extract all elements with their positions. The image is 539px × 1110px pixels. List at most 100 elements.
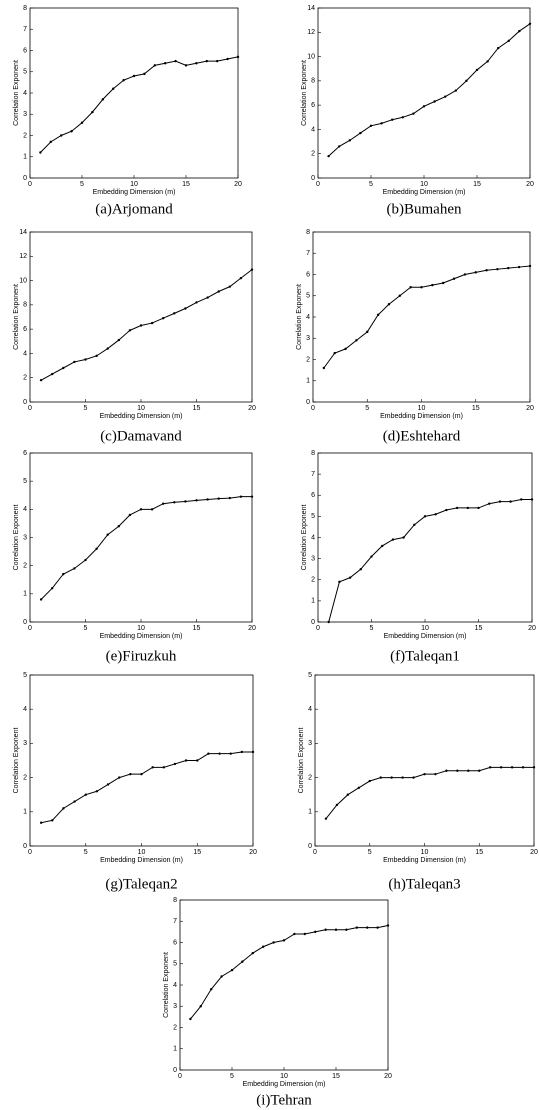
data-line	[325, 766, 534, 819]
data-point	[532, 766, 536, 769]
x-axis-label: Embedding Dimension (m)	[100, 633, 183, 640]
data-point	[49, 140, 52, 144]
y-tick-label: 1	[23, 591, 27, 598]
data-point	[348, 576, 352, 579]
x-tick-label: 0	[28, 405, 32, 412]
data-point	[489, 766, 492, 769]
data-point	[434, 513, 437, 516]
data-point	[128, 513, 132, 517]
y-tick-label: 2	[311, 151, 315, 158]
data-point	[401, 116, 404, 119]
data-point	[39, 151, 42, 154]
data-point	[250, 268, 254, 271]
data-point	[51, 372, 54, 376]
y-tick-label: 1	[311, 598, 315, 605]
data-point	[338, 145, 341, 148]
x-tick-label: 10	[420, 181, 428, 188]
caption: (c)Damavand	[100, 428, 182, 444]
data-point	[236, 55, 240, 59]
y-tick-label: 4	[311, 126, 315, 133]
x-tick-label: 0	[28, 849, 32, 856]
data-point	[369, 124, 373, 127]
data-point	[477, 506, 480, 510]
data-point	[355, 339, 358, 342]
data-point	[250, 495, 254, 498]
data-point	[139, 324, 143, 327]
plot-frame	[312, 231, 531, 403]
y-tick-label: 2	[23, 774, 27, 781]
data-point	[412, 112, 415, 115]
data-point	[39, 378, 43, 382]
x-axis-label: Embedding Dimension (m)	[100, 413, 183, 420]
x-tick-label: 5	[365, 405, 369, 412]
y-tick-label: 4	[23, 706, 27, 713]
data-point	[324, 928, 327, 931]
data-point	[530, 498, 534, 501]
data-point	[355, 926, 358, 929]
y-tick-label: 6	[311, 102, 315, 109]
data-point	[101, 98, 105, 101]
data-point	[334, 928, 338, 931]
y-tick-label: 4	[308, 706, 312, 713]
x-tick-label: 15	[472, 405, 480, 412]
y-tick-label: 3	[173, 1003, 177, 1010]
y-axis-label: Correlation Exponent	[296, 284, 303, 350]
data-point	[199, 1005, 202, 1008]
chart: 0 5 10 15 20 0 1 2 3 4 5 6 7 8 Embedding Dimension (m)…	[163, 897, 392, 1109]
data-point	[95, 547, 98, 550]
y-tick-label: 4	[306, 314, 310, 321]
data-point	[62, 572, 65, 576]
data-point	[521, 766, 525, 769]
x-tick-label: 20	[526, 181, 534, 188]
y-axis-label: Correlation Exponent	[13, 284, 20, 350]
data-line	[40, 496, 252, 600]
chart: 0 5 10 15 20 0 1 2 3 4 5 6 7 8 Embedding Dimension (m)…	[13, 5, 242, 218]
y-tick-label: 3	[311, 555, 315, 562]
y-tick-label: 3	[23, 111, 27, 118]
y-axis-label: Correlation Exponent	[298, 728, 305, 794]
y-tick-label: 5	[308, 672, 312, 679]
y-tick-label: 0	[23, 175, 27, 182]
data-point	[454, 89, 457, 92]
y-tick-label: 4	[23, 506, 27, 513]
data-point	[338, 580, 341, 584]
data-point	[496, 267, 499, 271]
data-point	[70, 130, 73, 133]
data-point	[128, 329, 132, 332]
data-point	[507, 39, 510, 42]
data-point	[112, 87, 115, 90]
data-point	[498, 500, 502, 503]
data-point	[262, 945, 265, 948]
y-tick-label: 12	[307, 29, 315, 36]
data-point	[51, 819, 54, 822]
data-point	[174, 59, 177, 63]
y-tick-label: 10	[307, 53, 315, 60]
data-point	[150, 321, 154, 325]
data-point	[465, 79, 468, 83]
data-point	[444, 95, 447, 98]
caption: (b)Bumahen	[387, 201, 462, 217]
x-tick-label: 10	[421, 625, 429, 632]
data-point	[398, 294, 401, 297]
data-point	[184, 500, 187, 503]
x-tick-label: 10	[138, 849, 146, 856]
chart: 0 5 10 15 20 0 1 2 3 4 5 Embedding Dimension (m) Cor…	[13, 672, 257, 893]
y-axis-label: Correlation Exponent	[13, 728, 20, 794]
data-point	[510, 766, 514, 769]
data-point	[230, 968, 234, 972]
data-point	[73, 800, 76, 803]
data-point	[456, 769, 459, 772]
data-point	[184, 64, 188, 67]
x-tick-label: 20	[248, 405, 256, 412]
data-point	[442, 281, 445, 285]
y-tick-label: 4	[23, 350, 27, 357]
x-tick-label: 20	[528, 625, 536, 632]
data-point	[226, 57, 229, 61]
y-tick-label: 0	[311, 175, 315, 182]
x-tick-label: 20	[530, 849, 538, 856]
x-tick-label: 10	[130, 181, 138, 188]
y-tick-label: 2	[311, 577, 315, 584]
data-point	[359, 131, 362, 135]
data-point	[51, 587, 54, 590]
